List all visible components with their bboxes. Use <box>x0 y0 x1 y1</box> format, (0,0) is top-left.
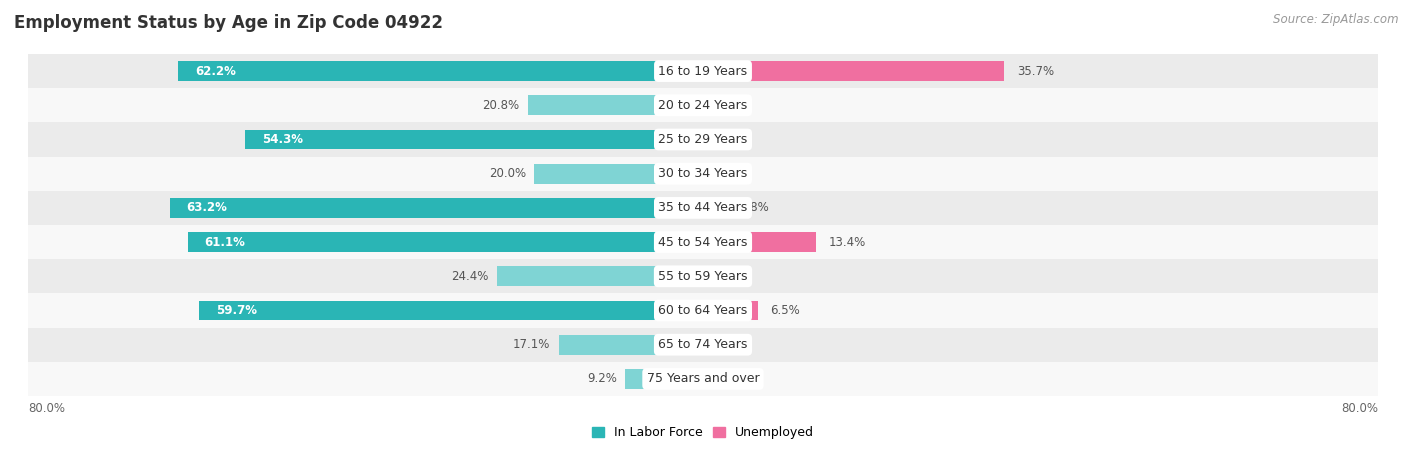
Bar <box>558 335 703 355</box>
Text: 16 to 19 Years: 16 to 19 Years <box>658 65 748 77</box>
Bar <box>245 130 703 149</box>
Bar <box>28 328 1378 362</box>
Text: 25 to 29 Years: 25 to 29 Years <box>658 133 748 146</box>
Text: 17.1%: 17.1% <box>513 338 550 351</box>
Text: 9.2%: 9.2% <box>588 373 617 385</box>
Text: 2.8%: 2.8% <box>740 202 769 214</box>
Bar <box>28 122 1378 157</box>
Text: Source: ZipAtlas.com: Source: ZipAtlas.com <box>1274 14 1399 27</box>
Text: 6.5%: 6.5% <box>770 304 800 317</box>
Text: 65 to 74 Years: 65 to 74 Years <box>658 338 748 351</box>
Text: 0.0%: 0.0% <box>716 270 745 283</box>
Bar <box>28 362 1378 396</box>
Text: 80.0%: 80.0% <box>1341 402 1378 415</box>
Text: 0.0%: 0.0% <box>716 167 745 180</box>
Bar <box>527 95 703 115</box>
Text: 0.0%: 0.0% <box>716 133 745 146</box>
Text: 35 to 44 Years: 35 to 44 Years <box>658 202 748 214</box>
Text: 54.3%: 54.3% <box>262 133 302 146</box>
Bar <box>28 157 1378 191</box>
Bar <box>200 301 703 320</box>
Bar <box>28 293 1378 328</box>
Text: Employment Status by Age in Zip Code 04922: Employment Status by Age in Zip Code 049… <box>14 14 443 32</box>
Text: 61.1%: 61.1% <box>204 236 245 248</box>
Text: 0.0%: 0.0% <box>716 99 745 112</box>
Bar <box>179 61 703 81</box>
Bar <box>28 225 1378 259</box>
Legend: In Labor Force, Unemployed: In Labor Force, Unemployed <box>586 422 820 445</box>
Text: 20 to 24 Years: 20 to 24 Years <box>658 99 748 112</box>
Bar <box>28 54 1378 88</box>
Bar <box>626 369 703 389</box>
Bar <box>703 232 815 252</box>
Text: 20.0%: 20.0% <box>489 167 526 180</box>
Bar <box>28 191 1378 225</box>
Bar <box>703 61 1004 81</box>
Bar <box>703 301 758 320</box>
Bar <box>703 198 727 218</box>
Text: 55 to 59 Years: 55 to 59 Years <box>658 270 748 283</box>
Text: 59.7%: 59.7% <box>217 304 257 317</box>
Text: 13.4%: 13.4% <box>828 236 866 248</box>
Text: 20.8%: 20.8% <box>482 99 519 112</box>
Bar <box>498 266 703 286</box>
Bar <box>187 232 703 252</box>
Text: 60 to 64 Years: 60 to 64 Years <box>658 304 748 317</box>
Text: 30 to 34 Years: 30 to 34 Years <box>658 167 748 180</box>
Bar <box>28 88 1378 122</box>
Text: 24.4%: 24.4% <box>451 270 489 283</box>
Text: 45 to 54 Years: 45 to 54 Years <box>658 236 748 248</box>
Bar <box>534 164 703 184</box>
Text: 0.0%: 0.0% <box>716 373 745 385</box>
Bar <box>170 198 703 218</box>
Bar <box>28 259 1378 293</box>
Text: 35.7%: 35.7% <box>1017 65 1054 77</box>
Text: 62.2%: 62.2% <box>195 65 236 77</box>
Text: 63.2%: 63.2% <box>187 202 228 214</box>
Text: 0.0%: 0.0% <box>716 338 745 351</box>
Text: 80.0%: 80.0% <box>28 402 65 415</box>
Text: 75 Years and over: 75 Years and over <box>647 373 759 385</box>
